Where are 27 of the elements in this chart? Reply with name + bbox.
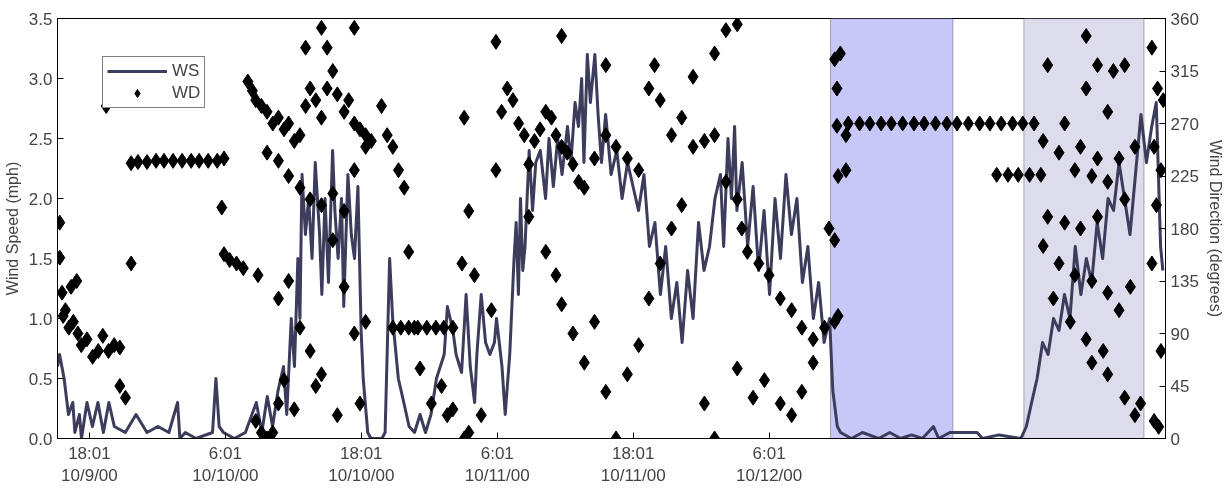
- y2-tick-label: 90: [1170, 324, 1190, 344]
- x-tick-label: 6:01 10/12/00: [736, 443, 803, 486]
- y2-tick-label: 270: [1170, 114, 1199, 134]
- y-tick-label: 0.0: [28, 429, 53, 449]
- y-axis-title: Wind Speed (mph): [3, 161, 21, 296]
- y2-tick-label: 45: [1170, 377, 1190, 396]
- x-tick-label: 18:01 10/11/00: [600, 443, 666, 486]
- y-tick-label: 3.0: [28, 69, 53, 89]
- y2-tick-label: 360: [1170, 9, 1199, 29]
- y2-tick-label: 225: [1170, 167, 1199, 186]
- y2-tick-label: 180: [1170, 219, 1199, 239]
- x-tick-label: 18:01 10/10/00: [328, 443, 395, 486]
- x-tick-label: 18:01 10/9/00: [61, 443, 118, 486]
- x-tick-label: 6:01 10/11/00: [464, 443, 530, 486]
- y2-tick-label: 135: [1170, 272, 1199, 291]
- y2-tick-label: 315: [1170, 62, 1199, 81]
- y-tick-label: 0.5: [28, 369, 53, 389]
- y2-tick-label: 0: [1170, 429, 1180, 449]
- legend-label: WD: [172, 83, 201, 103]
- y2-axis-title: Wind Direction (degrees): [1206, 140, 1224, 317]
- y-tick-label: 1.5: [28, 249, 53, 269]
- legend-label: WS: [172, 61, 200, 81]
- y-tick-label: 1.0: [28, 309, 53, 329]
- x-tick-label: 6:01 10/10/00: [192, 443, 259, 486]
- y-tick-label: 2.0: [28, 189, 53, 209]
- y-tick-label: 3.5: [28, 9, 53, 29]
- y-tick-label: 2.5: [28, 129, 53, 149]
